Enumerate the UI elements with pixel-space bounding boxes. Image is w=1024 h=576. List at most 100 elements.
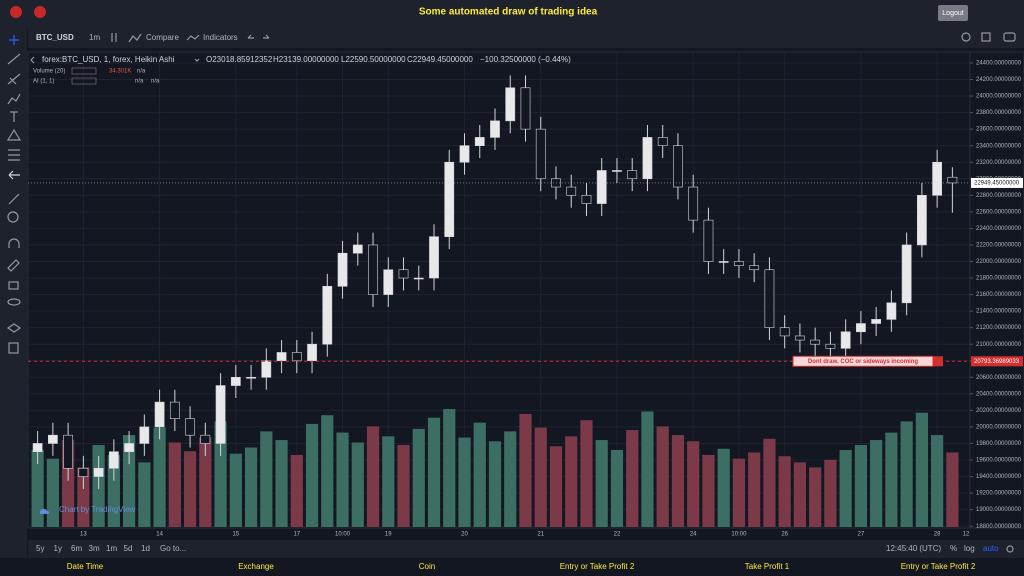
volume-bar <box>580 420 593 527</box>
volume-bar <box>382 436 395 527</box>
legend-buttons[interactable] <box>71 77 97 85</box>
candle-body <box>93 467 104 477</box>
percent-toggle[interactable]: % <box>950 544 957 553</box>
time-axis: 13 14 15 17 10:00 19 20 21 22 24 10:00 26 27 28 12 <box>80 532 970 538</box>
volume-bar <box>534 427 547 527</box>
volume-bar <box>290 454 303 527</box>
footer-labels: Date Time Exchange Coin Entry or Take Profi… <box>67 562 976 571</box>
pattern-tool[interactable] <box>7 93 21 105</box>
candle-body <box>749 265 760 271</box>
x-tick-label: 14 <box>156 532 163 538</box>
y-tick-label: 24400.00000000 <box>976 61 1022 67</box>
compare-icon[interactable] <box>128 33 142 43</box>
volume-bar <box>199 437 212 527</box>
candle-body <box>825 343 836 349</box>
range-button[interactable]: 6m <box>71 544 82 553</box>
page-title: Some automated draw of trading idea <box>419 7 598 18</box>
range-button[interactable]: 5d <box>124 544 133 553</box>
legend-buttons[interactable] <box>71 67 97 75</box>
range-button[interactable]: 3m <box>89 544 100 553</box>
delete-tool[interactable] <box>8 342 19 354</box>
settings-icon[interactable] <box>961 32 971 42</box>
layers-tool[interactable] <box>6 323 22 333</box>
candle-body <box>581 195 592 204</box>
volume-legend: Volume (20) <box>33 69 65 75</box>
range-button[interactable]: 1y <box>54 544 62 553</box>
compare[interactable]: Compare <box>146 33 179 42</box>
redo-icon[interactable] <box>263 34 270 39</box>
visibility-tool[interactable] <box>7 298 21 306</box>
collapse-icon[interactable] <box>30 56 35 64</box>
volume-bar <box>427 417 441 527</box>
volume-bar <box>183 451 197 527</box>
volume-bar <box>793 462 807 527</box>
text-tool[interactable] <box>10 111 18 122</box>
interval[interactable]: 1m <box>89 33 100 42</box>
volume-bar <box>458 437 471 527</box>
range-button[interactable]: 5y <box>36 544 44 553</box>
crosshair-tool[interactable] <box>9 35 19 45</box>
volume-bar <box>915 412 928 527</box>
volume-bar <box>305 423 319 527</box>
chart-type-icon[interactable] <box>111 33 117 42</box>
x-tick-label: 26 <box>781 532 788 538</box>
volume-pane <box>31 409 959 527</box>
auto-toggle[interactable]: auto <box>983 544 999 553</box>
candle-body <box>703 219 714 262</box>
candle-body <box>856 323 866 333</box>
x-tick-label: 28 <box>934 532 941 538</box>
candle-body <box>917 195 927 246</box>
undo-icon[interactable] <box>247 34 254 39</box>
trend-line-tool[interactable] <box>7 53 21 65</box>
lock-tool[interactable] <box>8 281 19 290</box>
ai-na: n/a <box>135 79 144 85</box>
ruler-tool[interactable] <box>8 193 20 205</box>
candle-body <box>764 269 775 328</box>
annotation-flag[interactable] <box>933 356 943 367</box>
magnet-tool[interactable] <box>8 238 20 248</box>
log-toggle[interactable]: log <box>964 544 975 553</box>
volume-bar <box>717 448 730 527</box>
range-button[interactable]: 1m <box>106 544 117 553</box>
legend-menu-icon[interactable] <box>194 58 200 62</box>
legend-high: H23139.00000000 <box>273 55 339 64</box>
candle-body <box>246 376 256 379</box>
measure-tool[interactable] <box>8 149 20 161</box>
candle-body <box>612 170 622 172</box>
hide-tool[interactable] <box>8 170 20 180</box>
footer-label: Take Profit 1 <box>745 562 790 571</box>
candle-body <box>520 87 531 130</box>
volume-value: 34.301K <box>109 69 131 75</box>
shapes-tool[interactable] <box>6 128 22 141</box>
watermark[interactable]: Chart by TradingView <box>59 505 136 514</box>
footer-label: Coin <box>419 562 435 571</box>
candle-body <box>63 434 73 469</box>
y-tick-label: 21000.00000000 <box>976 342 1022 348</box>
volume-bar <box>610 449 624 527</box>
indicators[interactable]: Indicators <box>203 33 238 42</box>
volume-bar <box>946 452 959 527</box>
snapshot-icon[interactable] <box>1003 32 1016 42</box>
range-button[interactable]: 1d <box>141 544 150 553</box>
fullscreen-icon[interactable] <box>981 32 991 42</box>
goto[interactable]: Go to... <box>160 544 186 553</box>
symbol[interactable]: BTC_USD <box>36 33 74 42</box>
x-tick-label: 17 <box>293 532 300 538</box>
ai-legend: AI (1, 1) <box>33 79 54 85</box>
indicators-icon[interactable] <box>186 34 200 41</box>
y-tick-label: 22400.00000000 <box>976 226 1022 232</box>
volume-na: n/a <box>137 69 146 75</box>
zoom-tool[interactable] <box>7 211 19 223</box>
candle-body <box>139 426 150 444</box>
stay-draw-tool[interactable] <box>7 259 20 272</box>
volume-bar <box>885 432 898 527</box>
fib-tool[interactable] <box>7 73 21 85</box>
axis-settings-icon[interactable] <box>1006 545 1014 553</box>
logout-button[interactable] <box>938 5 968 21</box>
volume-bar <box>488 441 502 527</box>
candle-body <box>47 434 58 444</box>
logout-label[interactable]: Logout <box>942 10 963 17</box>
footer-label: Entry or Take Profit 2 <box>560 562 635 571</box>
candle-body <box>657 137 668 146</box>
